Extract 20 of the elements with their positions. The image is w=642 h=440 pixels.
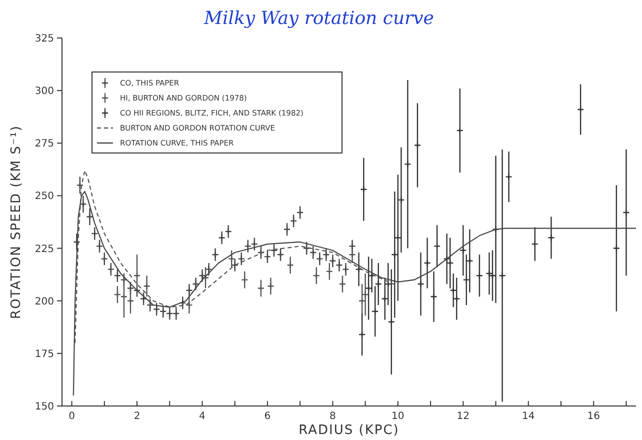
chart-title: Milky Way rotation curve [203,8,434,29]
x-tick-label: 6 [264,411,271,422]
y-tick-label: 300 [34,86,54,98]
y-tick-label: 175 [34,348,54,360]
y-tick-label: 250 [34,191,54,202]
y-tick-label: 225 [34,244,54,255]
x-tick-label: 12 [456,411,470,422]
x-tick-label: 10 [392,411,404,422]
x-tick-label: 0 [68,411,75,422]
x-axis-title: RADIUS (KPC) [298,423,400,438]
x-tick-label: 2 [134,411,140,422]
y-tick-label: 150 [34,402,54,412]
y-tick-label: 325 [34,34,54,44]
x-tick-label: 8 [330,411,336,422]
x-tick-label: 4 [199,411,206,422]
y-tick-label: 200 [34,296,54,308]
x-tick-label: 14 [522,411,535,422]
x-tick-label: 16 [587,411,600,422]
y-tick-label: 275 [34,138,54,150]
y-axis-title: ROTATION SPEED (KM S⁻¹) [9,125,24,319]
